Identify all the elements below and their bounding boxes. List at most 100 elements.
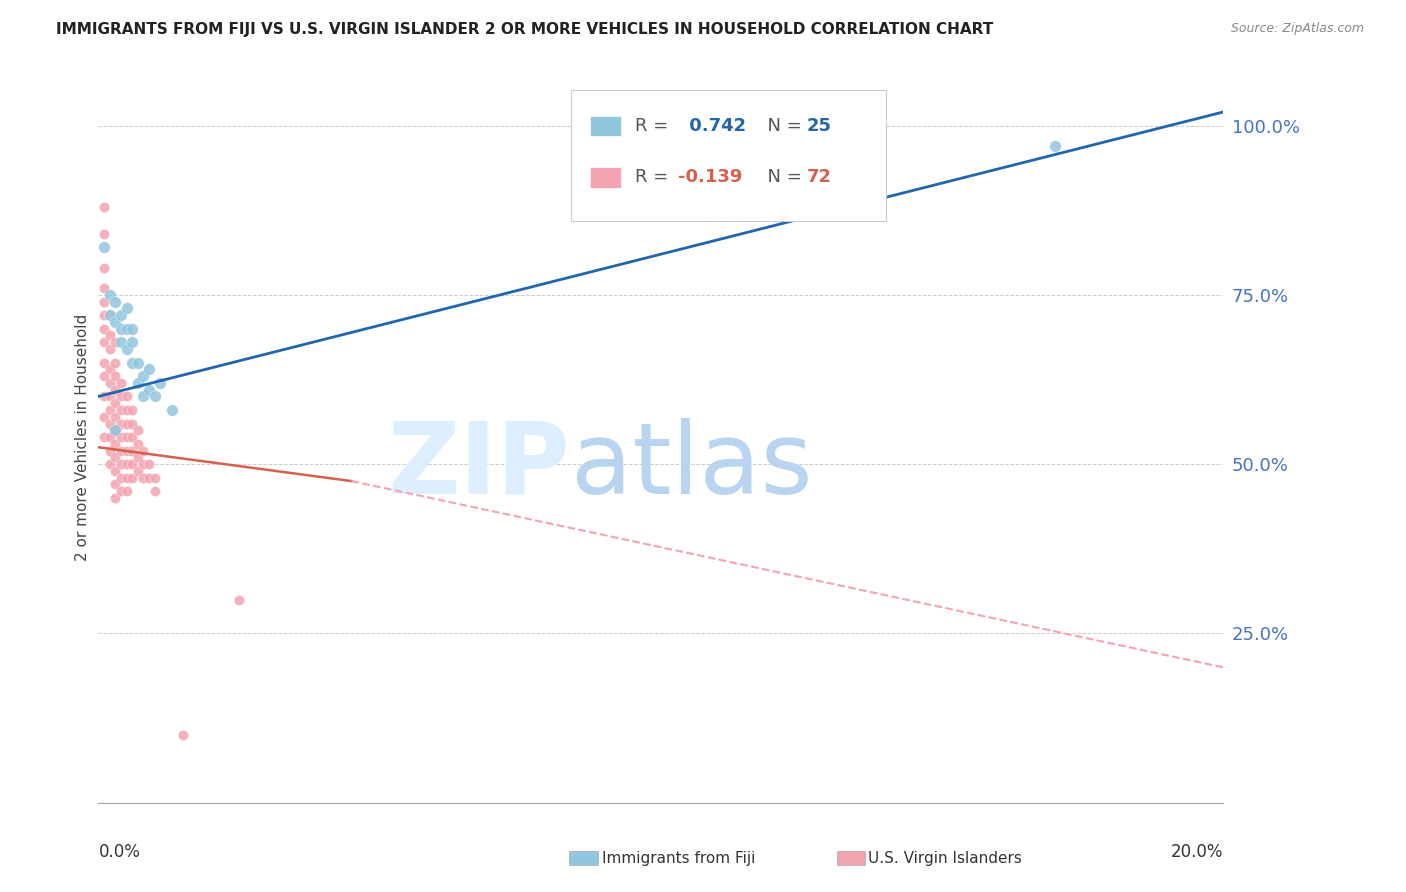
Point xyxy=(121,443,143,458)
Point xyxy=(138,471,160,485)
Text: IMMIGRANTS FROM FIJI VS U.S. VIRGIN ISLANDER 2 OR MORE VEHICLES IN HOUSEHOLD COR: IMMIGRANTS FROM FIJI VS U.S. VIRGIN ISLA… xyxy=(56,22,994,37)
Point xyxy=(149,376,172,390)
Point xyxy=(121,403,143,417)
Point xyxy=(93,308,115,322)
Point xyxy=(104,335,127,350)
Point xyxy=(104,423,127,437)
Point xyxy=(110,443,132,458)
Point xyxy=(104,491,127,505)
Y-axis label: 2 or more Vehicles in Household: 2 or more Vehicles in Household xyxy=(75,313,90,561)
Point xyxy=(115,403,138,417)
Point xyxy=(143,389,166,403)
Point xyxy=(121,355,143,369)
Point xyxy=(127,464,149,478)
Point xyxy=(98,308,121,322)
Point xyxy=(110,457,132,471)
Point xyxy=(115,430,138,444)
Text: -0.139: -0.139 xyxy=(678,169,742,186)
Point xyxy=(110,471,132,485)
Point xyxy=(121,457,143,471)
Point xyxy=(93,281,115,295)
Point xyxy=(98,430,121,444)
Point xyxy=(110,308,132,322)
Point xyxy=(93,240,115,254)
FancyBboxPatch shape xyxy=(571,90,886,221)
Point xyxy=(138,362,160,376)
Point xyxy=(121,471,143,485)
Point xyxy=(127,437,149,451)
Point xyxy=(121,322,143,336)
Text: ZIP: ZIP xyxy=(388,417,571,515)
Point xyxy=(115,342,138,356)
Point xyxy=(104,437,127,451)
Point xyxy=(138,457,160,471)
Point xyxy=(93,200,115,214)
Text: Immigrants from Fiji: Immigrants from Fiji xyxy=(602,851,755,865)
Text: 72: 72 xyxy=(807,169,832,186)
Point xyxy=(132,443,155,458)
Point xyxy=(93,369,115,384)
Point xyxy=(110,403,132,417)
Text: Source: ZipAtlas.com: Source: ZipAtlas.com xyxy=(1230,22,1364,36)
Point xyxy=(110,417,132,431)
Point xyxy=(110,376,132,390)
Point xyxy=(115,471,138,485)
Point xyxy=(172,728,194,742)
Point xyxy=(127,355,149,369)
Point xyxy=(93,389,115,403)
Point xyxy=(93,260,115,275)
Text: R =: R = xyxy=(636,169,673,186)
Point xyxy=(98,457,121,471)
Point xyxy=(93,294,115,309)
Point xyxy=(104,409,127,424)
Point xyxy=(1043,139,1066,153)
Point xyxy=(115,457,138,471)
Point xyxy=(98,308,121,322)
Point xyxy=(98,362,121,376)
Point xyxy=(93,335,115,350)
Point xyxy=(98,342,121,356)
Text: 25: 25 xyxy=(807,117,832,136)
Point xyxy=(110,322,132,336)
Point xyxy=(138,383,160,397)
Point xyxy=(132,471,155,485)
Point xyxy=(104,450,127,465)
Point xyxy=(132,369,155,384)
Point xyxy=(104,315,127,329)
Text: N =: N = xyxy=(756,117,808,136)
Text: R =: R = xyxy=(636,117,673,136)
Point xyxy=(121,417,143,431)
Point xyxy=(110,430,132,444)
Point xyxy=(115,322,138,336)
Point xyxy=(98,376,121,390)
Point xyxy=(160,403,183,417)
Point xyxy=(104,294,127,309)
Bar xyxy=(591,167,621,187)
Point xyxy=(127,376,149,390)
Point xyxy=(104,477,127,491)
Point xyxy=(98,328,121,343)
Point xyxy=(115,389,138,403)
Point xyxy=(98,443,121,458)
Point xyxy=(93,355,115,369)
Point xyxy=(110,484,132,499)
Point xyxy=(104,355,127,369)
Point xyxy=(143,471,166,485)
Text: 20.0%: 20.0% xyxy=(1171,843,1223,861)
Point xyxy=(115,417,138,431)
Point xyxy=(104,396,127,410)
Point xyxy=(121,430,143,444)
Point xyxy=(132,389,155,403)
Text: 0.0%: 0.0% xyxy=(98,843,141,861)
Point xyxy=(127,423,149,437)
Point xyxy=(93,430,115,444)
Point xyxy=(104,423,127,437)
Point xyxy=(143,484,166,499)
Text: U.S. Virgin Islanders: U.S. Virgin Islanders xyxy=(868,851,1021,865)
Point xyxy=(115,443,138,458)
Point xyxy=(104,369,127,384)
Point xyxy=(93,409,115,424)
Bar xyxy=(591,116,621,136)
Point xyxy=(115,484,138,499)
Point xyxy=(110,389,132,403)
